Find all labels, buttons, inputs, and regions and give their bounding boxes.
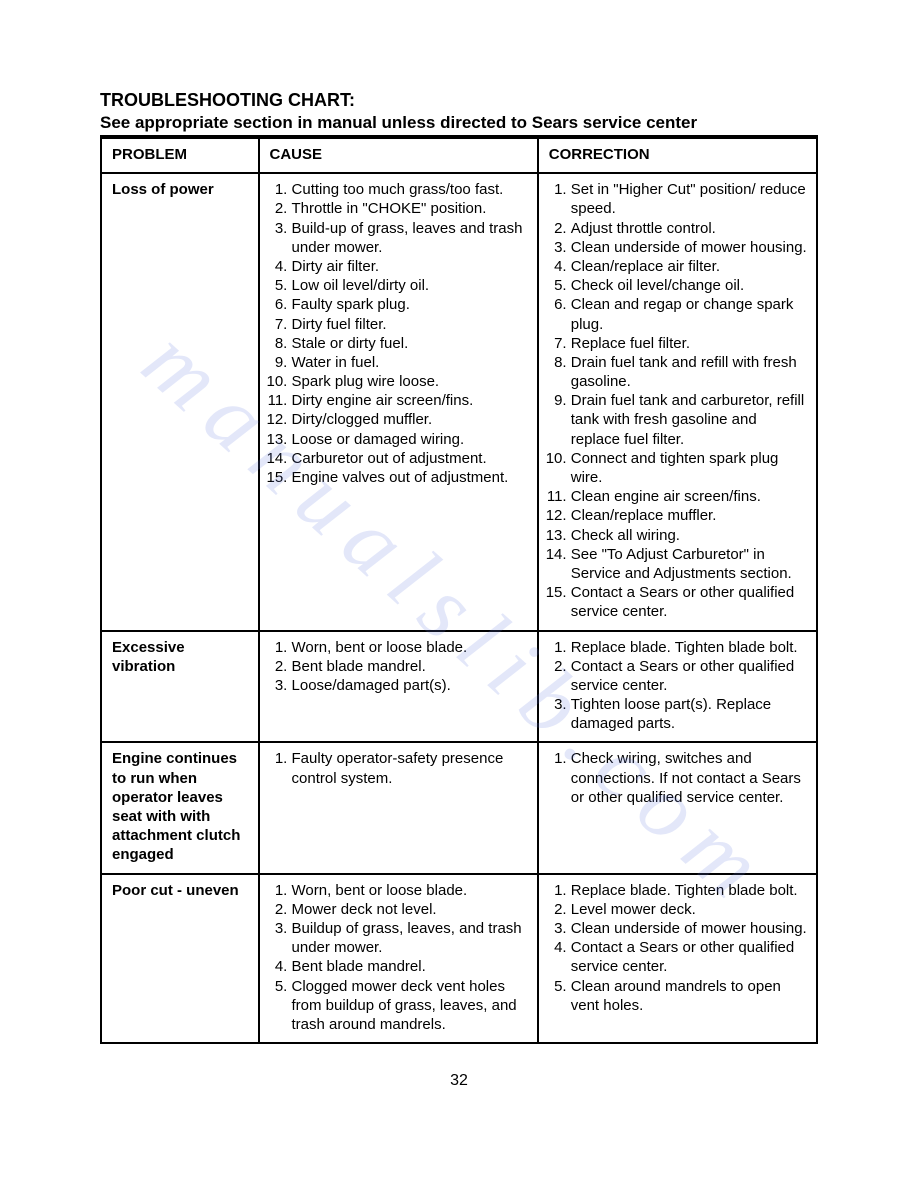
cause-item: Dirty/clogged muffler. [292,410,529,429]
cause-item: Dirty air filter. [292,257,529,276]
correction-item: Replace fuel filter. [571,334,808,353]
cause-item: Dirty engine air screen/fins. [292,391,529,410]
chart-title: TROUBLESHOOTING CHART: [100,90,818,111]
correction-item: Clean around mandrels to open vent holes… [571,977,808,1015]
correction-item: Clean engine air screen/fins. [571,487,808,506]
correction-item: Contact a Sears or other qualified servi… [571,583,808,621]
correction-item: Connect and tighten spark plug wire. [571,449,808,487]
cause-item: Mower deck not level. [292,900,529,919]
table-row: Engine continues to run when operator le… [101,742,817,873]
problem-cell: Excessive vibration [101,631,259,743]
cause-item: Cutting too much grass/too fast. [292,180,529,199]
cause-item: Carburetor out of adjustment. [292,449,529,468]
cause-item: Low oil level/dirty oil. [292,276,529,295]
cause-item: Bent blade mandrel. [292,657,529,676]
correction-item: Clean underside of mower housing. [571,238,808,257]
correction-item: Clean/replace air filter. [571,257,808,276]
correction-item: Clean and regap or change spark plug. [571,295,808,333]
correction-item: Check oil level/change oil. [571,276,808,295]
cause-cell: Worn, bent or loose blade.Mower deck not… [259,874,538,1044]
cause-cell: Cutting too much grass/too fast.Throttle… [259,173,538,630]
cause-item: Faulty operator-safety presence control … [292,749,529,787]
cause-cell: Worn, bent or loose blade.Bent blade man… [259,631,538,743]
correction-item: Check all wiring. [571,526,808,545]
correction-cell: Check wiring, switches and connections. … [538,742,817,873]
problem-cell: Poor cut - uneven [101,874,259,1044]
correction-item: See "To Adjust Carburetor" in Service an… [571,545,808,583]
cause-item: Spark plug wire loose. [292,372,529,391]
cause-item: Worn, bent or loose blade. [292,881,529,900]
correction-item: Replace blade. Tighten blade bolt. [571,638,808,657]
page-number: 32 [100,1072,818,1090]
header-problem: PROBLEM [101,138,259,173]
cause-item: Water in fuel. [292,353,529,372]
document-page: TROUBLESHOOTING CHART: See appropriate s… [0,0,918,1130]
cause-item: Dirty fuel filter. [292,315,529,334]
cause-item: Worn, bent or loose blade. [292,638,529,657]
correction-cell: Set in "Higher Cut" position/ reduce spe… [538,173,817,630]
cause-item: Throttle in "CHOKE" position. [292,199,529,218]
cause-item: Buildup of grass, leaves, and trash unde… [292,919,529,957]
correction-item: Level mower deck. [571,900,808,919]
correction-item: Tighten loose part(s). Replace damaged p… [571,695,808,733]
problem-cell: Loss of power [101,173,259,630]
cause-item: Bent blade mandrel. [292,957,529,976]
correction-item: Replace blade. Tighten blade bolt. [571,881,808,900]
table-row: Poor cut - unevenWorn, bent or loose bla… [101,874,817,1044]
correction-cell: Replace blade. Tighten blade bolt.Level … [538,874,817,1044]
problem-cell: Engine continues to run when operator le… [101,742,259,873]
cause-item: Build-up of grass, leaves and trash unde… [292,219,529,257]
troubleshooting-table: PROBLEM CAUSE CORRECTION Loss of powerCu… [100,137,818,1044]
correction-item: Clean/replace muffler. [571,506,808,525]
chart-subtitle: See appropriate section in manual unless… [100,113,818,137]
table-row: Loss of powerCutting too much grass/too … [101,173,817,630]
correction-item: Contact a Sears or other qualified servi… [571,938,808,976]
cause-cell: Faulty operator-safety presence control … [259,742,538,873]
correction-item: Clean underside of mower housing. [571,919,808,938]
header-cause: CAUSE [259,138,538,173]
cause-item: Loose/damaged part(s). [292,676,529,695]
correction-item: Drain fuel tank and refill with fresh ga… [571,353,808,391]
cause-item: Faulty spark plug. [292,295,529,314]
correction-item: Set in "Higher Cut" position/ reduce spe… [571,180,808,218]
cause-item: Stale or dirty fuel. [292,334,529,353]
cause-item: Loose or damaged wiring. [292,430,529,449]
header-correction: CORRECTION [538,138,817,173]
table-header-row: PROBLEM CAUSE CORRECTION [101,138,817,173]
correction-item: Check wiring, switches and connections. … [571,749,808,807]
table-row: Excessive vibrationWorn, bent or loose b… [101,631,817,743]
correction-item: Adjust throttle control. [571,219,808,238]
cause-item: Engine valves out of adjustment. [292,468,529,487]
cause-item: Clogged mower deck vent holes from build… [292,977,529,1035]
correction-item: Contact a Sears or other qualified servi… [571,657,808,695]
correction-cell: Replace blade. Tighten blade bolt.Contac… [538,631,817,743]
correction-item: Drain fuel tank and carburetor, refill t… [571,391,808,449]
